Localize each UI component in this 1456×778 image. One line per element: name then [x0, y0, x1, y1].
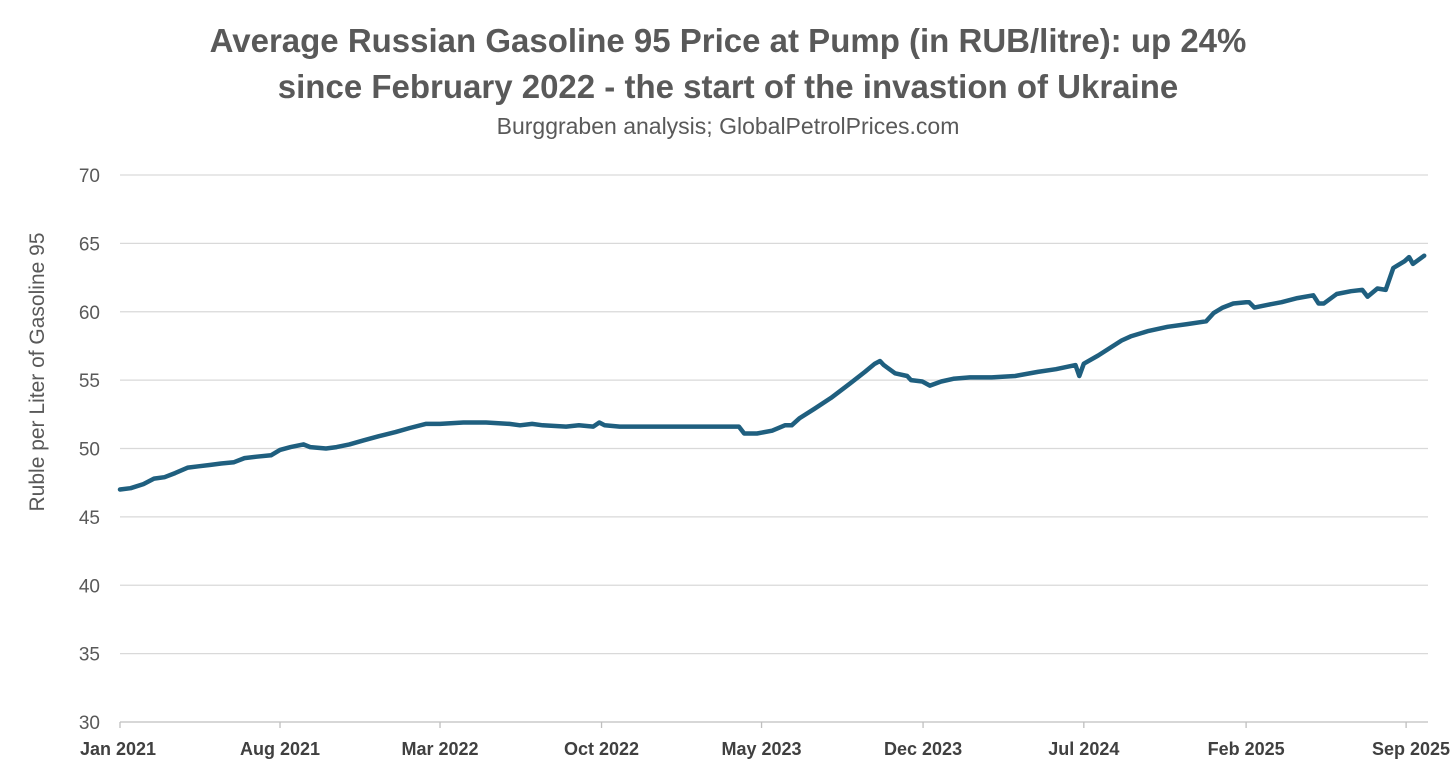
chart-title-line-1: Average Russian Gasoline 95 Price at Pum… — [209, 22, 1247, 59]
series-layer — [117, 253, 1427, 492]
x-tick-label: Oct 2022 — [564, 739, 639, 759]
x-tick-label: Jan 2021 — [80, 739, 156, 759]
gridlines — [120, 174, 1428, 655]
y-tick-label: 50 — [79, 440, 100, 461]
chart-subtitle: Burggraben analysis; GlobalPetrolPrices.… — [496, 113, 960, 139]
x-tick-label: Sep 2025 — [1372, 739, 1450, 759]
y-tick-label: 65 — [79, 234, 100, 255]
x-tick-label: Aug 2021 — [240, 739, 320, 759]
y-tick-label: 55 — [79, 371, 100, 392]
y-tick-label: 35 — [79, 645, 100, 666]
y-tick-label: 60 — [79, 303, 100, 324]
y-tick-label: 70 — [79, 166, 100, 187]
x-tick-label: May 2023 — [722, 739, 802, 759]
x-tick-label: Feb 2025 — [1208, 739, 1285, 759]
x-axis: Jan 2021 Aug 2021 Mar 2022 Oct 2022 May 2023… — [80, 721, 1450, 759]
series-line-0 — [117, 253, 1427, 492]
y-axis-ticks: 30 35 40 45 50 55 60 65 70 — [79, 166, 100, 734]
chart-title-line-2: since February 2022 - the start of the i… — [277, 68, 1179, 105]
x-tick-label: Dec 2023 — [884, 739, 962, 759]
y-tick-label: 30 — [79, 713, 100, 734]
y-tick-label: 40 — [79, 576, 100, 597]
x-tick-label: Jul 2024 — [1048, 739, 1119, 759]
y-axis-label: Ruble per Liter of Gasoline 95 — [26, 233, 49, 512]
x-tick-label: Mar 2022 — [401, 739, 478, 759]
y-tick-label: 45 — [79, 508, 100, 529]
